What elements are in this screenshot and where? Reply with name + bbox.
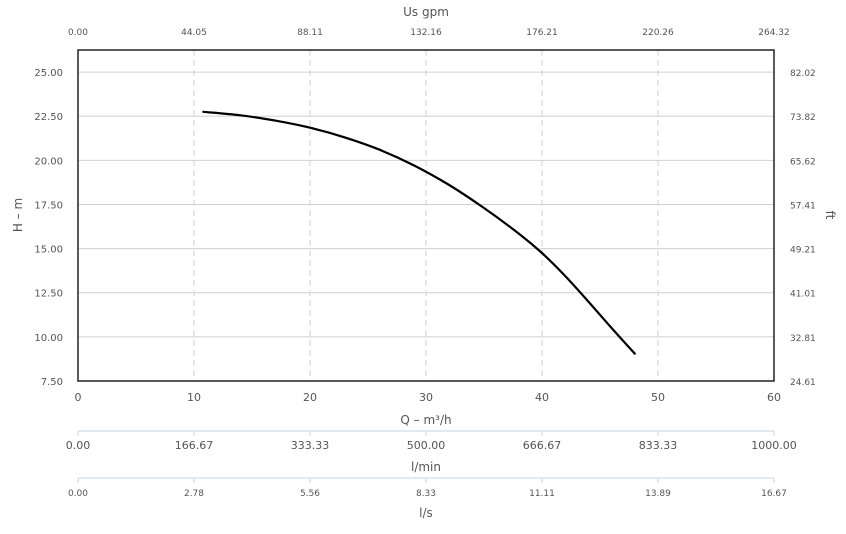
y-left-tick-label: 25.00 — [34, 68, 63, 79]
x-top-tick-label: 88.11 — [297, 28, 323, 38]
x-bottom-tick-label: 0 — [75, 391, 82, 404]
y-right-tick-label: 82.02 — [790, 69, 816, 79]
ls-axis-tick-label: 11.11 — [529, 489, 555, 499]
y-right-tick-label: 41.01 — [790, 290, 816, 300]
y-left-tick-label: 10.00 — [34, 333, 63, 344]
lmin-axis-tick-label: 833.33 — [639, 439, 678, 452]
right-axis-title: ft — [823, 211, 837, 220]
y-right-tick-label: 24.61 — [790, 378, 816, 388]
y-left-tick-label: 20.00 — [34, 156, 63, 167]
tick-labels: 7.50 24.61 10.00 32.81 12.50 41.01 15.00 49.21 1… — [34, 28, 815, 404]
ls-axis-tick-label: 2.78 — [184, 489, 204, 499]
y-left-tick-label: 12.50 — [34, 289, 63, 300]
x-top-tick-label: 220.26 — [642, 28, 674, 38]
x-top-tick-label: 264.32 — [758, 28, 790, 38]
lmin-axis-tick-label: 166.67 — [175, 439, 214, 452]
ls-axis-tick-label: 16.67 — [761, 489, 787, 499]
y-left-tick-label: 22.50 — [34, 112, 63, 123]
x-top-tick-label: 0.00 — [68, 28, 88, 38]
ls-axis-tick-label: 13.89 — [645, 489, 671, 499]
y-right-tick-label: 57.41 — [790, 201, 816, 211]
y-left-tick-label: 15.00 — [34, 245, 63, 256]
y-right-tick-label: 32.81 — [790, 334, 816, 344]
ls-axis-tick-label: 5.56 — [300, 489, 320, 499]
lmin-axis-tick-label: 333.33 — [291, 439, 330, 452]
ls-axis-title: l/s — [419, 506, 433, 520]
y-right-tick-label: 49.21 — [790, 246, 816, 256]
pump-curve-line — [202, 110, 636, 355]
x-bottom-tick-label: 40 — [535, 391, 549, 404]
series-layer — [202, 110, 636, 355]
lmin-axis-tick-label: 666.67 — [523, 439, 562, 452]
x-bottom-tick-label: 20 — [303, 391, 317, 404]
left-axis-title: H – m — [11, 198, 25, 232]
plot-area-border — [77, 49, 775, 382]
x-top-tick-label: 176.21 — [526, 28, 558, 38]
lmin-axis-tick-label: 500.00 — [407, 439, 446, 452]
y-left-tick-label: 17.50 — [34, 200, 63, 211]
y-right-tick-label: 65.62 — [790, 157, 816, 167]
top-axis-title: Us gpm — [403, 5, 449, 19]
lmin-axis-title: l/min — [411, 460, 441, 474]
lmin-axis-tick-label: 1000.00 — [751, 439, 797, 452]
ls-axis-tick-label: 8.33 — [416, 489, 436, 499]
x-top-tick-label: 132.16 — [410, 28, 442, 38]
grid — [78, 50, 774, 381]
x-bottom-tick-label: 60 — [767, 391, 781, 404]
bottom-axis-title: Q – m³/h — [400, 413, 451, 427]
ls-axis-tick-label: 0.00 — [68, 489, 88, 499]
y-left-tick-label: 7.50 — [41, 377, 63, 388]
x-top-tick-label: 44.05 — [181, 28, 207, 38]
y-right-tick-label: 73.82 — [790, 113, 816, 123]
secondary-flow-axes: 0.00 166.67 333.33 500.00 666.67 833.33 1000.0… — [66, 430, 797, 499]
lmin-axis-tick-label: 0.00 — [66, 439, 91, 452]
x-bottom-tick-label: 50 — [651, 391, 665, 404]
x-bottom-tick-label: 10 — [187, 391, 201, 404]
x-bottom-tick-label: 30 — [419, 391, 433, 404]
